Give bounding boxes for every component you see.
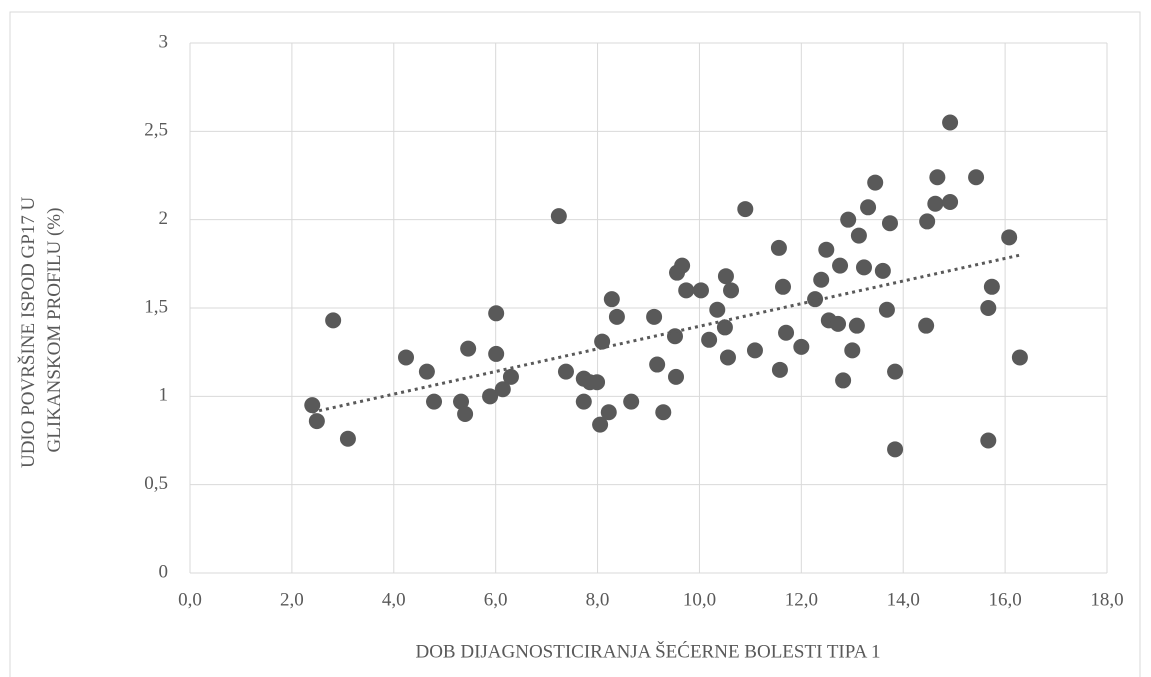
scatter-point <box>1011 349 1028 366</box>
scatter-point <box>592 416 609 433</box>
scatter-point <box>840 211 857 228</box>
scatter-point <box>927 195 944 212</box>
scatter-point <box>860 199 877 216</box>
x-tick-label: 10,0 <box>683 589 716 610</box>
scatter-point <box>709 301 726 318</box>
scatter-point <box>887 363 904 380</box>
scatter-point <box>674 257 691 274</box>
scatter-point <box>502 368 519 385</box>
scatter-point <box>304 397 321 414</box>
scatter-point <box>835 372 852 389</box>
scatter-point <box>737 201 754 218</box>
chart-frame <box>9 11 1141 677</box>
scatter-point <box>918 317 935 334</box>
scatter-point <box>818 241 835 258</box>
scatter-point <box>701 331 718 348</box>
scatter-point <box>623 393 640 410</box>
scatter-point <box>867 174 884 191</box>
scatter-point <box>460 340 477 357</box>
scatter-point <box>807 291 824 308</box>
scatter-point <box>655 404 672 421</box>
scatter-point <box>942 194 959 210</box>
scatter-point <box>575 393 592 410</box>
scatter-point <box>929 169 946 186</box>
scatter-point <box>608 308 625 325</box>
x-tick-label: 0,0 <box>178 589 202 610</box>
scatter-point <box>557 363 574 380</box>
scatter-point <box>919 213 936 230</box>
scatter-point <box>968 169 985 186</box>
scatter-point <box>793 338 810 355</box>
x-tick-label: 4,0 <box>382 589 406 610</box>
scatter-point <box>942 114 959 131</box>
scatter-point <box>716 319 733 336</box>
scatter-point <box>646 308 663 325</box>
scatter-point <box>717 268 734 285</box>
scatter-point <box>589 374 606 391</box>
scatter-point <box>850 227 867 244</box>
scatter-point <box>482 388 499 405</box>
scatter-point <box>770 239 787 256</box>
x-tick-label: 2,0 <box>280 589 304 610</box>
scatter-point <box>844 342 861 359</box>
scatter-point <box>719 349 736 366</box>
scatter-point <box>488 305 505 322</box>
scatter-point <box>488 345 505 362</box>
scatter-point <box>678 282 695 299</box>
x-tick-label: 16,0 <box>988 589 1021 610</box>
y-tick-label: 2 <box>159 208 169 229</box>
scatter-point <box>339 430 356 447</box>
scatter-point <box>980 432 997 449</box>
scatter-point <box>418 363 435 380</box>
scatter-point <box>1001 229 1018 246</box>
scatter-point <box>600 404 617 421</box>
scatter-point <box>398 349 415 366</box>
scatter-point <box>668 368 685 385</box>
scatter-point <box>308 413 325 430</box>
y-tick-label: 1 <box>159 385 169 406</box>
x-tick-label: 18,0 <box>1090 589 1123 610</box>
scatter-point <box>983 278 1000 295</box>
scatter-point <box>550 208 567 225</box>
scatter-point <box>980 300 997 316</box>
x-tick-label: 12,0 <box>785 589 818 610</box>
scatter-point <box>746 342 763 359</box>
scatter-point <box>771 361 788 378</box>
x-tick-label: 6,0 <box>484 589 508 610</box>
scatter-point <box>878 301 895 318</box>
scatter-point <box>855 259 872 276</box>
scatter-point <box>649 356 666 373</box>
scatter-point <box>848 317 865 334</box>
scatter-point <box>692 282 709 299</box>
y-tick-label: 0,5 <box>144 473 168 494</box>
scatter-point <box>426 393 443 410</box>
scatter-point <box>881 215 898 232</box>
scatter-point <box>887 441 904 458</box>
y-tick-label: 1,5 <box>144 296 168 317</box>
scatter-point <box>830 315 847 332</box>
x-tick-label: 8,0 <box>586 589 610 610</box>
y-axis-title-line: GLIKANSKOM PROFILU (%) <box>44 208 65 453</box>
y-axis-title: UDIO POVRŠINE ISPOD GP17 U GLIKANSKOM PR… <box>17 192 65 468</box>
y-tick-label: 3 <box>159 31 169 52</box>
scatter-point <box>723 282 740 299</box>
scatter-point <box>457 406 474 422</box>
scatter-point <box>494 381 511 398</box>
y-axis-title-line: UDIO POVRŠINE ISPOD GP17 U <box>17 196 39 468</box>
scatter-point <box>813 271 830 288</box>
scatter-point <box>778 324 795 341</box>
scatter-point <box>453 393 470 410</box>
y-tick-label: 2,5 <box>144 120 168 141</box>
trendline <box>311 253 1021 414</box>
scatter-point <box>325 312 342 329</box>
scatter-point <box>603 291 620 308</box>
x-tick-label: 14,0 <box>887 589 920 610</box>
scatter-point <box>666 328 683 345</box>
scatter-point <box>874 262 891 279</box>
y-tick-label: 0 <box>159 561 169 582</box>
scatter-point <box>832 257 849 274</box>
x-axis-title: DOB DIJAGNOSTICIRANJA ŠEĆERNE BOLESTI TI… <box>415 640 880 662</box>
scatter-point <box>774 278 791 295</box>
